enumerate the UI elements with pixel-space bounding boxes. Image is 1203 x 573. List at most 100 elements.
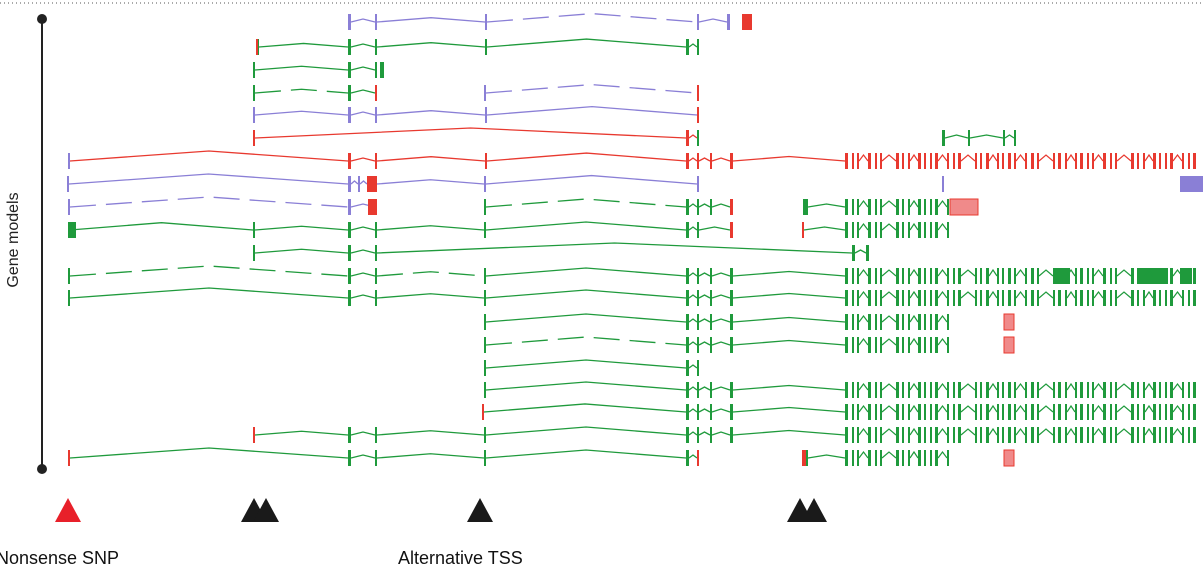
exon [375,268,377,284]
intron-line [937,338,948,346]
exon [975,153,977,169]
exon [348,427,351,443]
exon [730,382,733,398]
exon [924,337,926,353]
exon [918,199,921,215]
exon [686,427,689,443]
intron-line [909,450,919,459]
exon [1053,404,1055,420]
exon [1002,153,1004,169]
intron-line [376,42,486,48]
exon [375,14,377,30]
intron-line [881,405,897,413]
exon [947,427,949,443]
exon [1014,268,1016,284]
exon [1008,290,1011,306]
exon [896,222,899,238]
utr-box [1003,336,1015,354]
exon [485,39,487,55]
exon [1008,427,1011,443]
intron-line [698,203,711,208]
exon [845,404,848,420]
exon [953,153,955,169]
gene-model-track [253,85,377,101]
intron-line [803,226,846,231]
intron-line [732,339,846,346]
exon [868,450,871,466]
exon [868,382,871,398]
exon [953,427,955,443]
exon [1115,427,1117,443]
exon [857,382,859,398]
intron-line [688,294,698,299]
exon [1075,290,1077,306]
intron-line [1116,383,1132,391]
exon [852,450,854,466]
exon [730,290,733,306]
exon [935,290,938,306]
exon [852,153,854,169]
exon [1037,427,1039,443]
exon [1031,427,1034,443]
intron-line [881,291,897,299]
exon [1058,404,1061,420]
exon [852,382,854,398]
gene-model-track [253,127,699,146]
exon [1182,153,1184,169]
exon [1182,268,1184,284]
exon [986,290,989,306]
intron-line [732,316,846,323]
exon [1115,382,1117,398]
gene-model-track [68,150,1196,169]
exon [1014,130,1016,146]
gene-model-track [253,62,384,78]
exon [918,153,921,169]
intron-line [485,174,698,185]
intron-line [937,383,948,391]
exon [986,404,989,420]
exon [1080,382,1083,398]
intron-line [1144,427,1154,436]
exon [880,222,882,238]
exon [868,427,871,443]
exon [918,314,921,330]
intron-line [858,383,869,391]
intron-line [1015,405,1026,413]
intron-line [376,453,485,459]
exon [896,382,899,398]
intron-line [732,384,846,391]
gene-model-track [802,222,949,238]
exon [1188,290,1190,306]
exon [947,450,949,466]
terminal-exon [482,404,484,420]
exon [997,382,999,398]
exon [845,222,848,238]
intron-line [254,110,349,116]
exon [1053,427,1055,443]
exon [1131,404,1134,420]
intron-line [350,431,376,436]
intron-line [688,341,698,346]
intron-line [1015,154,1026,162]
exon [902,153,904,169]
exon [375,153,377,169]
exon [857,450,859,466]
nonsense-snp-label: Nonsense SNP [0,548,120,568]
exon [1182,290,1184,306]
exon [930,153,932,169]
exon [896,450,899,466]
exon [930,337,932,353]
intron-line [350,294,376,299]
intron-line [881,451,897,459]
terminal-exon [68,153,70,169]
exon [1170,268,1173,284]
exon [1058,268,1061,284]
exon [253,62,255,78]
exon [980,382,982,398]
exon [875,222,877,238]
exon [880,427,882,443]
exon [908,427,910,443]
exon [1031,404,1034,420]
intron-line [881,154,897,162]
terminal-exon [697,130,699,146]
